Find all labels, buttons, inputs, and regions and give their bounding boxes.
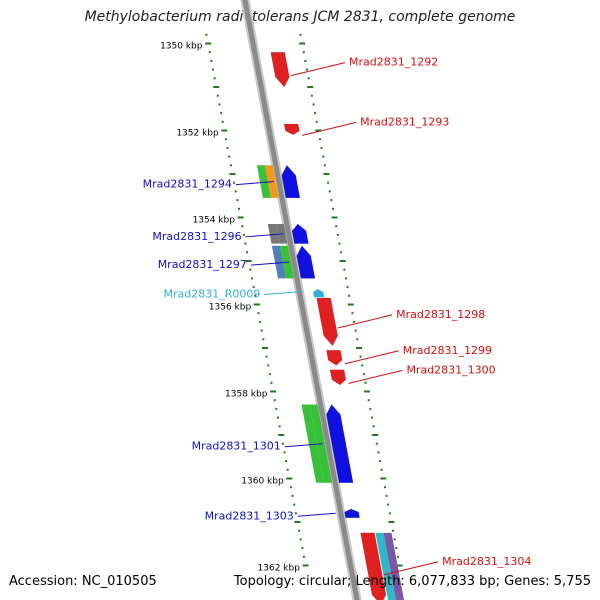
gene-label[interactable]: Mrad2831_1293 (360, 115, 449, 128)
kbp-labels: 1350 kbp 1352 kbp 1354 kbp 1356 kbp 1358 kbp… (160, 42, 300, 574)
cog-stripe (256, 165, 271, 198)
map-title: Methylobacterium radiotolerans JCM 2831,… (84, 9, 516, 25)
leader-line (290, 62, 346, 77)
leader-line (297, 512, 336, 517)
kbp-label: 1358 kbp (225, 390, 268, 400)
backbone-line (242, 0, 360, 600)
gene-arrow[interactable] (270, 51, 290, 88)
kbp-label: 1360 kbp (241, 477, 284, 487)
gene-arrow[interactable] (329, 369, 347, 386)
gene-label[interactable]: Mrad2831_1296 (152, 230, 241, 243)
gene-label[interactable]: Mrad2831_1297 (158, 258, 247, 271)
gene-label[interactable]: Mrad2831_1301 (192, 440, 281, 453)
kbp-label: 1356 kbp (209, 303, 252, 313)
gene-label[interactable]: Mrad2831_1303 (205, 509, 294, 522)
gene-arrow[interactable] (296, 245, 316, 279)
gene-arrow[interactable] (316, 297, 338, 347)
leader-line (344, 350, 399, 365)
gene-arrow[interactable] (326, 349, 343, 366)
tick-track-left (205, 33, 309, 567)
leader-line (250, 261, 289, 266)
leader-line (245, 233, 284, 238)
gene-arrow[interactable] (312, 289, 325, 298)
gene-label[interactable]: Mrad2831_1294 (143, 178, 232, 191)
genome-backbone (240, 0, 362, 600)
gene-features[interactable] (256, 51, 405, 600)
gene-arrow[interactable] (283, 123, 300, 136)
gene-label[interactable]: Mrad2831_R0009 (164, 287, 261, 300)
kbp-label: 1350 kbp (160, 42, 203, 52)
gene-arrow[interactable] (344, 508, 360, 518)
kbp-label: 1354 kbp (193, 216, 236, 226)
gene-label[interactable]: Mrad2831_1298 (396, 308, 485, 321)
gene-labels[interactable]: Mrad2831_1292 Mrad2831_1293 Mrad2831_1294 M… (143, 56, 532, 576)
leader-line (348, 369, 403, 384)
tick-track-right (299, 33, 403, 567)
topology-text: Topology: circular; Length: 6,077,833 bp… (233, 574, 591, 589)
cog-stripe (375, 532, 397, 600)
leader-line (302, 121, 357, 136)
gene-arrow[interactable] (281, 164, 301, 199)
kbp-label: 1362 kbp (258, 564, 301, 574)
accession-text: Accession: NC_010505 (9, 574, 157, 589)
gene-label[interactable]: Mrad2831_1300 (406, 363, 495, 376)
leader-line (384, 561, 439, 576)
cog-stripe (267, 224, 280, 244)
gene-label[interactable]: Mrad2831_1292 (349, 56, 438, 69)
gene-arrow[interactable] (291, 223, 309, 244)
leader-line (337, 314, 393, 329)
leader-line (284, 443, 323, 448)
cog-stripe (301, 404, 325, 483)
cog-stripe (383, 532, 405, 600)
leader-line (264, 290, 303, 295)
gene-label[interactable]: Mrad2831_1299 (403, 344, 492, 357)
gene-arrow[interactable] (326, 404, 354, 484)
kbp-label: 1352 kbp (176, 129, 219, 139)
gene-label[interactable]: Mrad2831_1304 (442, 555, 531, 568)
cog-stripe (271, 245, 286, 279)
leader-line (235, 181, 274, 186)
